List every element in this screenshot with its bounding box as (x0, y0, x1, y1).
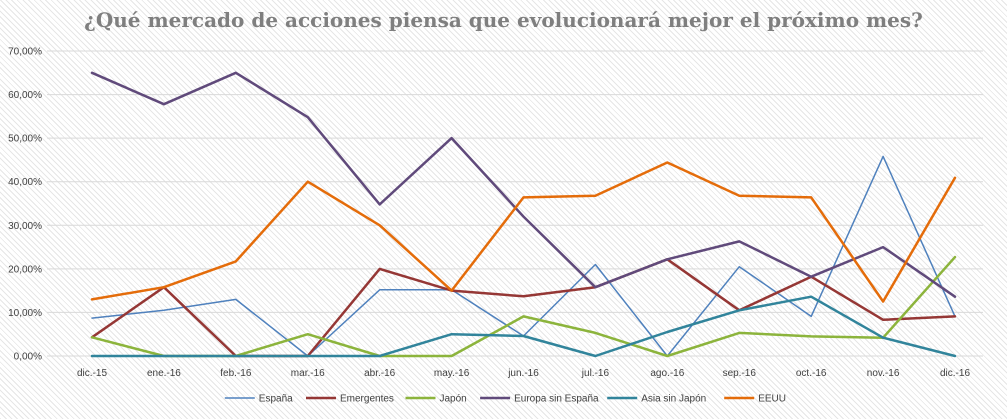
x-tick-label: feb.-16 (220, 368, 252, 379)
series-line-emergentes (90, 258, 957, 358)
x-tick-label: mar.-16 (291, 368, 325, 379)
y-tick-label: 40,00% (8, 177, 42, 188)
y-tick-label: 20,00% (8, 264, 42, 275)
x-tick-label: dic.-16 (940, 368, 970, 379)
y-tick-label: 50,00% (8, 134, 42, 145)
legend-label: EEUU (758, 394, 786, 405)
y-tick-label: 60,00% (8, 90, 42, 101)
x-tick-label: abr.-16 (364, 368, 396, 379)
x-tick-label: jun.-16 (507, 368, 539, 379)
y-tick-label: 30,00% (8, 221, 42, 232)
x-tick-label: jul.-16 (581, 368, 610, 379)
legend-label: Asia sin Japón (641, 394, 706, 405)
series-line-eeuu (90, 161, 957, 303)
x-tick-label: ene.-16 (147, 368, 181, 379)
series-line-españa (91, 155, 956, 357)
legend-label: Emergentes (340, 394, 394, 405)
y-tick-label: 0,00% (14, 352, 42, 363)
x-tick-label: oct.-16 (796, 368, 827, 379)
y-tick-label: 10,00% (8, 308, 42, 319)
x-tick-label: nov.-16 (867, 368, 900, 379)
y-tick-label: 70,00% (8, 47, 42, 58)
x-tick-label: ago.-16 (650, 368, 684, 379)
x-tick-label: sep.-16 (723, 368, 757, 379)
legend-label: España (259, 394, 293, 405)
x-tick-label: dic.-15 (77, 368, 107, 379)
series-line-asia-sin-japón (90, 295, 957, 358)
chart-title: ¿Qué mercado de acciones piensa que evol… (84, 8, 923, 32)
legend-label: Europa sin España (514, 394, 599, 405)
x-tick-label: may.-16 (434, 368, 470, 379)
series-line-europa-sin-españa (90, 71, 957, 298)
legend-label: Japón (440, 394, 467, 405)
